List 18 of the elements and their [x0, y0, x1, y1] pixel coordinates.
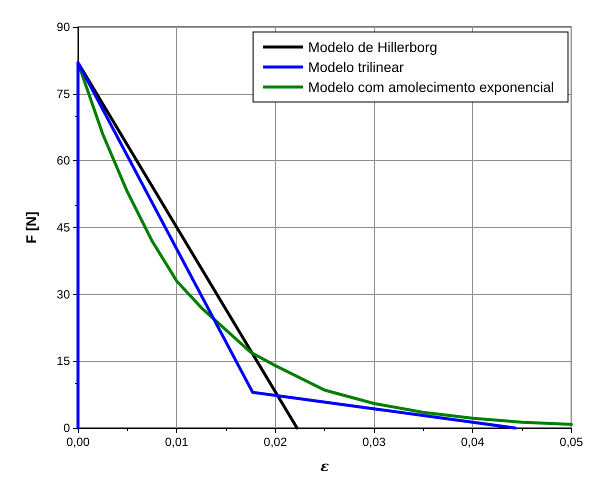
y-tick-label: 15: [56, 354, 70, 368]
y-tick-label: 45: [56, 220, 70, 234]
legend-label: Modelo trilinear: [308, 59, 404, 75]
x-tick-label: 0,03: [362, 435, 386, 449]
y-tick-label: 75: [56, 86, 70, 101]
x-tick-label: 0,02: [264, 435, 288, 449]
x-tick-label: 0,01: [164, 435, 189, 449]
y-tick-label: 0: [63, 421, 70, 435]
x-tick-label: 0,04: [460, 435, 485, 449]
legend-label: Modelo com amolecimento exponencial: [308, 79, 554, 95]
y-axis-title: F [N]: [23, 212, 39, 244]
x-tick-label: 0,00: [66, 435, 90, 449]
x-tick-label: 0,05: [560, 435, 584, 449]
y-tick-label: 60: [56, 154, 70, 168]
y-tick-label: 90: [56, 20, 70, 34]
legend-label: Modelo de Hillerborg: [308, 39, 438, 55]
x-axis-title: ε: [320, 459, 330, 475]
y-tick-label: 30: [56, 287, 70, 302]
